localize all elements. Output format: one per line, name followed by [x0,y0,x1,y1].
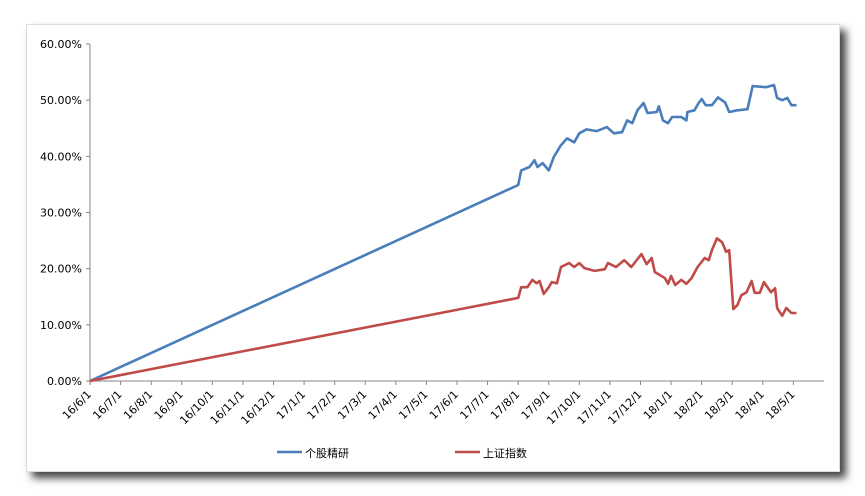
x-tick-label: 17/5/1 [396,388,430,422]
x-tick-label: 17/1/1 [274,388,308,422]
legend-label-0: 个股精研 [305,447,349,460]
x-tick-label: 17/2/1 [305,388,339,422]
series-line-0 [89,83,797,383]
x-tick-label: 18/4/1 [733,388,767,422]
y-tick-label: 0.00% [47,375,82,388]
x-tick-label: 18/1/1 [641,388,675,422]
x-tick-label: 17/3/1 [335,388,369,422]
x-tick-label: 17/7/1 [457,388,491,422]
legend-label-1: 上证指数 [483,446,527,460]
x-tick-label: 16/12/1 [238,388,277,427]
series-line-1 [89,237,797,383]
y-tick-label: 60.00% [40,38,82,51]
y-tick-label: 40.00% [40,150,82,163]
chart-frame [26,24,840,472]
y-tick-label: 30.00% [40,207,82,220]
x-tick-label: 16/7/1 [90,388,124,422]
y-tick-label: 20.00% [40,263,82,276]
x-tick-label: 18/5/1 [763,388,797,422]
x-tick-label: 18/2/1 [672,388,706,422]
x-tick-label: 17/12/1 [605,388,644,427]
y-tick-label: 50.00% [40,94,82,107]
y-tick-label: 10.00% [40,319,82,332]
x-tick-label: 17/6/1 [427,388,461,422]
x-tick-label: 17/8/1 [488,388,522,422]
x-tick-label: 17/4/1 [366,388,400,422]
x-tick-label: 16/8/1 [121,388,155,422]
x-tick-label: 16/6/1 [60,388,94,422]
x-tick-label: 18/3/1 [702,388,736,422]
